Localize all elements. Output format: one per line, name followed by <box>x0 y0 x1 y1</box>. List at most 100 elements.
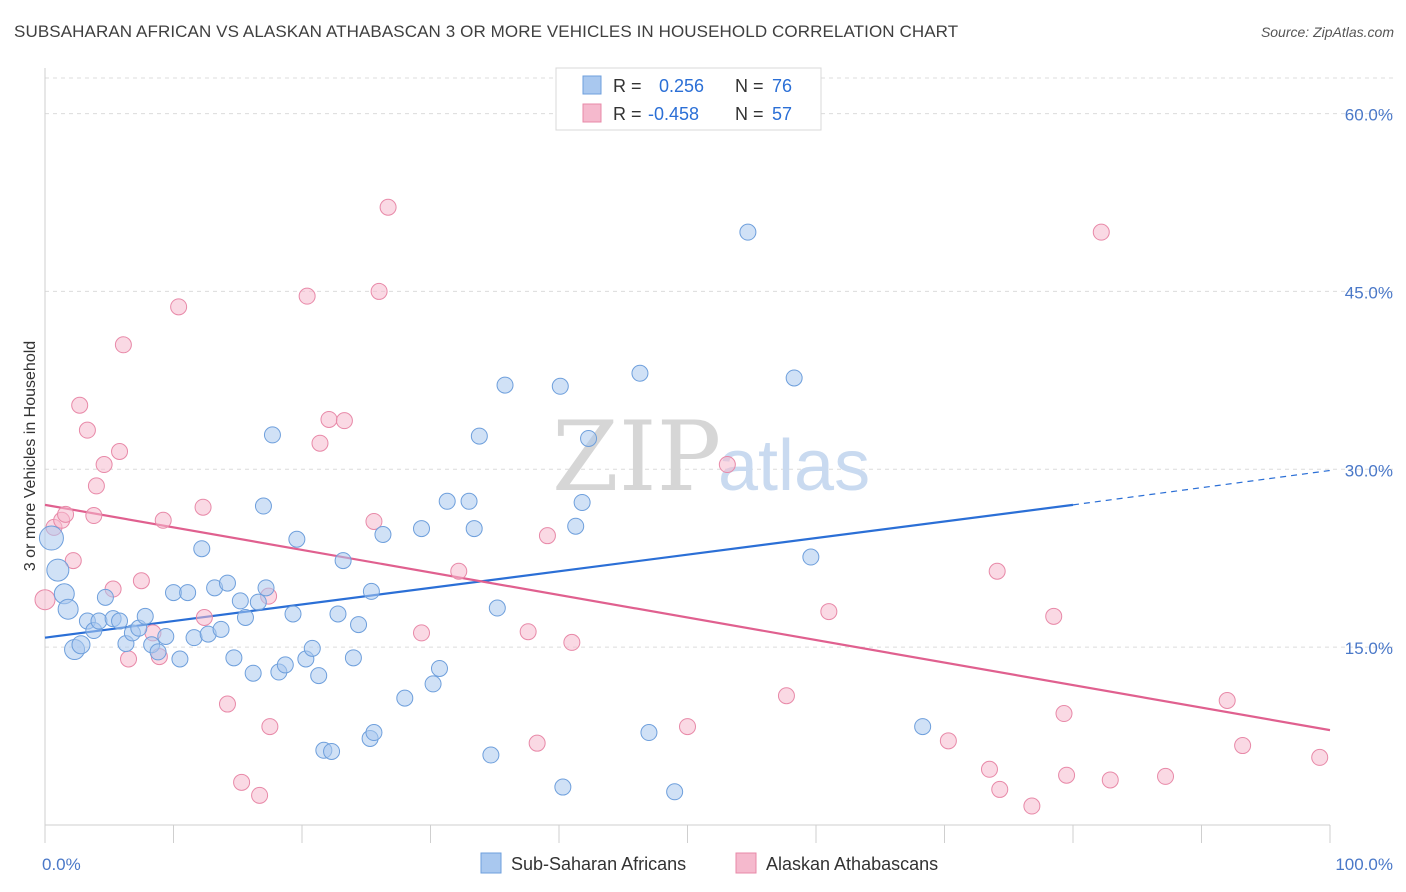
legend-n-label-2: N = <box>735 104 764 124</box>
point-subsaharan-32 <box>249 593 267 611</box>
point-athabascan-53 <box>1157 767 1175 785</box>
point-athabascan-9 <box>95 456 113 474</box>
point-subsaharan-30 <box>236 609 254 626</box>
point-subsaharan-55 <box>424 675 442 693</box>
point-subsaharan-41 <box>303 639 321 657</box>
x-tick-label-0: 0.0% <box>42 855 81 874</box>
bottom-legend-swatch-subsaharan <box>480 852 502 874</box>
point-subsaharan-73 <box>785 369 803 387</box>
point-subsaharan-45 <box>329 605 347 623</box>
watermark: ZIP atlas <box>552 401 870 513</box>
point-subsaharan-53 <box>396 689 414 707</box>
axes <box>44 68 1331 843</box>
point-subsaharan-23 <box>193 540 211 558</box>
point-athabascan-3 <box>57 505 75 523</box>
point-subsaharan-11 <box>111 612 129 630</box>
point-subsaharan-47 <box>344 649 362 667</box>
legend-r-value-2: -0.458 <box>648 104 699 124</box>
point-athabascan-12 <box>114 336 132 354</box>
legend-box: R = 0.256 N = 76 R = -0.458 N = 57 <box>555 67 822 131</box>
point-subsaharan-3 <box>57 598 79 620</box>
point-subsaharan-17 <box>149 643 167 661</box>
point-athabascan-52 <box>1101 771 1119 789</box>
point-subsaharan-22 <box>185 629 203 647</box>
point-athabascan-18 <box>170 298 188 316</box>
point-subsaharan-58 <box>460 492 478 510</box>
bottom-legend: Sub-Saharan Africans Alaskan Athabascans <box>480 852 938 874</box>
y-axis-title: 3 or more Vehicles in Household <box>22 341 39 571</box>
point-subsaharan-21 <box>179 584 197 602</box>
watermark-atlas: atlas <box>718 426 870 506</box>
point-athabascan-49 <box>1055 705 1073 723</box>
trend-lines <box>44 469 1331 732</box>
point-subsaharan-42 <box>310 667 328 685</box>
point-subsaharan-72 <box>739 223 757 241</box>
point-athabascan-30 <box>365 512 383 530</box>
point-athabascan-33 <box>413 624 431 642</box>
chart-title: SUBSAHARAN AFRICAN VS ALASKAN ATHABASCAN… <box>14 22 959 41</box>
data-points <box>34 198 1329 815</box>
point-athabascan-13 <box>120 650 138 668</box>
y-tick-label-3: 60.0% <box>1345 106 1393 125</box>
point-subsaharan-15 <box>136 607 154 625</box>
source-label: Source: ZipAtlas.com <box>1260 24 1394 40</box>
point-subsaharan-50 <box>365 724 383 742</box>
point-subsaharan-65 <box>554 778 572 796</box>
point-subsaharan-59 <box>465 520 483 538</box>
point-subsaharan-54 <box>413 520 431 538</box>
point-athabascan-54 <box>1218 692 1236 709</box>
point-subsaharan-67 <box>573 493 591 511</box>
legend-n-value-2: 57 <box>772 104 792 124</box>
point-athabascan-51 <box>1092 223 1110 241</box>
point-athabascan-50 <box>1058 766 1076 784</box>
point-athabascan-34 <box>450 562 468 580</box>
point-athabascan-23 <box>251 786 269 804</box>
point-subsaharan-74 <box>802 548 820 566</box>
point-athabascan-42 <box>820 603 838 621</box>
point-athabascan-17 <box>154 511 172 529</box>
point-athabascan-22 <box>233 773 251 791</box>
point-subsaharan-46 <box>334 552 352 570</box>
legend-r-label-2: R = <box>613 104 642 124</box>
point-athabascan-14 <box>132 572 150 590</box>
point-subsaharan-1 <box>46 558 70 582</box>
point-athabascan-29 <box>335 412 353 430</box>
y-tick-label-0: 15.0% <box>1345 639 1393 658</box>
point-subsaharan-38 <box>284 605 302 623</box>
bottom-legend-swatch-athabascan <box>735 852 757 874</box>
point-athabascan-5 <box>71 396 89 414</box>
point-athabascan-6 <box>78 421 96 439</box>
point-athabascan-11 <box>111 443 129 460</box>
y-tick-label-2: 45.0% <box>1345 283 1393 302</box>
point-athabascan-28 <box>320 410 338 428</box>
point-subsaharan-35 <box>254 497 272 515</box>
point-athabascan-20 <box>195 609 213 626</box>
point-subsaharan-57 <box>438 492 456 510</box>
point-subsaharan-62 <box>488 599 506 617</box>
point-subsaharan-52 <box>374 526 392 543</box>
point-subsaharan-44 <box>323 742 341 760</box>
point-athabascan-25 <box>261 718 279 736</box>
point-athabascan-48 <box>1045 607 1063 625</box>
point-subsaharan-8 <box>90 612 108 630</box>
point-subsaharan-33 <box>257 579 275 597</box>
point-subsaharan-28 <box>225 649 243 667</box>
point-subsaharan-60 <box>470 427 488 445</box>
point-athabascan-31 <box>370 282 388 300</box>
point-athabascan-19 <box>194 498 212 516</box>
point-subsaharan-27 <box>218 574 236 592</box>
legend-n-label-1: N = <box>735 76 764 96</box>
point-subsaharan-29 <box>231 592 249 610</box>
trend-line-0 <box>44 503 1074 639</box>
point-subsaharan-66 <box>567 517 585 535</box>
point-subsaharan-18 <box>157 627 175 645</box>
point-athabascan-27 <box>311 434 329 452</box>
trend-line-1 <box>44 503 1331 732</box>
point-athabascan-7 <box>85 507 103 525</box>
point-subsaharan-61 <box>482 746 500 764</box>
point-athabascan-44 <box>980 760 998 778</box>
grid-lines <box>45 77 1395 648</box>
point-subsaharan-31 <box>244 664 262 682</box>
point-subsaharan-70 <box>640 724 658 742</box>
